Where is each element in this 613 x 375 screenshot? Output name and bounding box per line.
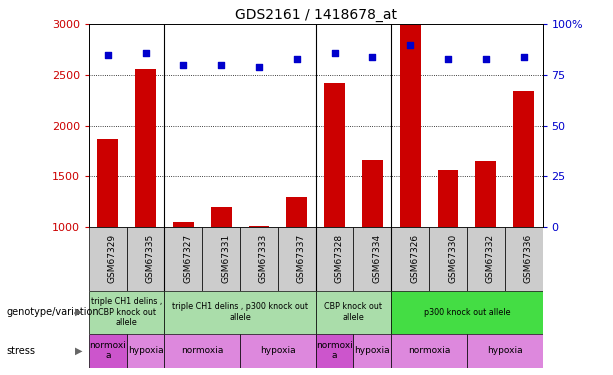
Bar (391, 291, 543, 334)
Bar (164, 227, 202, 291)
Text: normoxia: normoxia (181, 346, 224, 355)
Text: CBP knock out
allele: CBP knock out allele (324, 303, 383, 322)
Bar (173, 222, 194, 227)
Bar (135, 69, 156, 227)
Bar (89, 334, 127, 368)
Point (519, 54, 528, 60)
Text: ▶: ▶ (75, 346, 83, 355)
Point (292, 56, 302, 62)
Text: ▶: ▶ (75, 307, 83, 317)
Bar (89, 227, 127, 291)
Point (367, 54, 377, 60)
Point (405, 42, 415, 48)
Bar (476, 161, 496, 227)
Text: stress: stress (6, 346, 35, 355)
Bar (391, 334, 467, 368)
Text: hypoxia: hypoxia (487, 346, 522, 355)
Text: GSM67335: GSM67335 (145, 234, 154, 284)
Text: GSM67333: GSM67333 (259, 234, 268, 284)
Text: normoxia: normoxia (408, 346, 451, 355)
Text: genotype/variation: genotype/variation (6, 307, 99, 317)
Bar (513, 91, 534, 227)
Point (216, 62, 226, 68)
Bar (164, 291, 316, 334)
Bar (354, 334, 391, 368)
Title: GDS2161 / 1418678_at: GDS2161 / 1418678_at (235, 8, 397, 22)
Text: GSM67337: GSM67337 (297, 234, 306, 284)
Bar (391, 227, 429, 291)
Text: normoxi
a: normoxi a (316, 341, 353, 360)
Bar (438, 170, 459, 227)
Text: GSM67326: GSM67326 (410, 234, 419, 284)
Bar (127, 334, 164, 368)
Text: GSM67336: GSM67336 (524, 234, 533, 284)
Point (140, 50, 150, 56)
Bar (240, 227, 278, 291)
Text: GSM67329: GSM67329 (108, 234, 117, 284)
Bar (89, 291, 164, 334)
Bar (316, 227, 354, 291)
Bar (400, 26, 421, 227)
Point (254, 64, 264, 70)
Text: GSM67331: GSM67331 (221, 234, 230, 284)
Bar (97, 139, 118, 227)
Bar (211, 207, 232, 227)
Bar (249, 226, 269, 227)
Text: triple CH1 delins , p300 knock out
allele: triple CH1 delins , p300 knock out allel… (172, 303, 308, 322)
Point (443, 56, 453, 62)
Text: GSM67327: GSM67327 (183, 234, 192, 284)
Text: hypoxia: hypoxia (354, 346, 390, 355)
Text: hypoxia: hypoxia (260, 346, 295, 355)
Bar (354, 227, 391, 291)
Text: GSM67328: GSM67328 (335, 234, 344, 284)
Point (103, 52, 113, 58)
Bar (164, 334, 240, 368)
Bar (202, 227, 240, 291)
Text: GSM67332: GSM67332 (486, 234, 495, 284)
Bar (504, 227, 543, 291)
Text: p300 knock out allele: p300 knock out allele (424, 308, 510, 316)
Text: normoxi
a: normoxi a (89, 341, 126, 360)
Text: GSM67334: GSM67334 (372, 234, 381, 284)
Bar (316, 291, 391, 334)
Bar (286, 197, 307, 227)
Bar (467, 227, 504, 291)
Bar (316, 334, 354, 368)
Point (330, 50, 340, 56)
Text: GSM67330: GSM67330 (448, 234, 457, 284)
Point (481, 56, 491, 62)
Text: hypoxia: hypoxia (128, 346, 164, 355)
Bar (324, 83, 345, 227)
Bar (467, 334, 543, 368)
Bar (429, 227, 467, 291)
Bar (127, 227, 164, 291)
Bar (362, 160, 383, 227)
Point (178, 62, 188, 68)
Text: triple CH1 delins ,
CBP knock out
allele: triple CH1 delins , CBP knock out allele (91, 297, 162, 327)
Bar (278, 227, 316, 291)
Bar (240, 334, 316, 368)
